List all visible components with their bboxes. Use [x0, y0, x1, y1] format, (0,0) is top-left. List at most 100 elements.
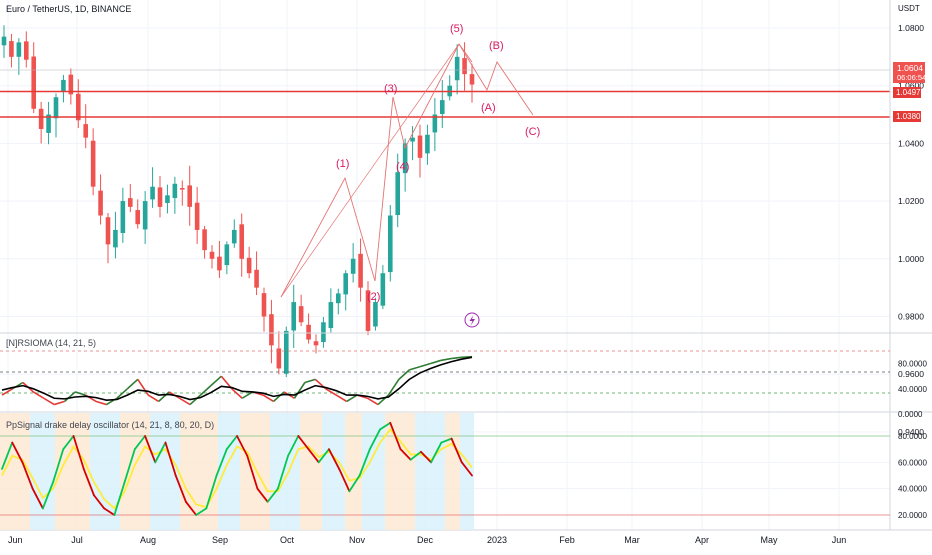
candle-body: [432, 114, 438, 133]
candle-body: [16, 42, 22, 57]
oscillator-band: [150, 413, 180, 530]
price-tick-label: 1.0600: [898, 81, 924, 91]
rsioma-fast-line: [210, 375, 222, 387]
svg-text:1.0497: 1.0497: [896, 88, 921, 97]
rsioma-slow-line: [1, 356, 473, 401]
oscillator-background-bands: [0, 413, 474, 530]
rsioma-fast-line: [43, 397, 55, 406]
candle-body: [172, 183, 178, 199]
oscillator-line: [144, 435, 157, 464]
candle-body: [358, 253, 363, 288]
wave-channel[interactable]: [280, 43, 460, 298]
oscillator-line: [11, 441, 24, 464]
rsioma-fast-line: [116, 388, 128, 399]
oscillator-line: [460, 461, 473, 477]
oscillator-line: [297, 435, 310, 451]
rsioma-fast-line: [367, 397, 379, 406]
oscillator-line: [450, 437, 463, 464]
oscillator-line: [174, 474, 187, 503]
candle-body: [98, 190, 103, 216]
oscillator-line: [52, 448, 65, 483]
price-tick-label: 1.0400: [898, 138, 924, 148]
oscillator-line: [215, 448, 228, 477]
oscillator-line: [72, 435, 85, 470]
rsioma-fast-line: [262, 394, 274, 403]
oscillator-title[interactable]: PpSignal drake delay oscillator (14, 21,…: [6, 420, 214, 430]
price-tick-label: 1.0200: [898, 196, 924, 206]
price-tick-label: 0.9400: [898, 427, 924, 437]
oscillator-line: [338, 468, 351, 493]
oscillator-band: [180, 413, 218, 530]
oscillator-line: [113, 481, 126, 516]
candle-body: [380, 273, 386, 306]
candle-body: [53, 97, 59, 119]
candle-body: [439, 100, 445, 115]
rsioma-fast-line: [126, 378, 139, 390]
candle-body: [202, 229, 207, 251]
candle-body: [217, 256, 222, 271]
oscillator-line: [246, 454, 259, 490]
rsioma-fast-line: [409, 365, 421, 371]
candle-body: [194, 202, 200, 230]
candle-body: [165, 195, 170, 203]
price-tick-label: 1.0800: [898, 23, 924, 33]
rsioma-fast-line: [189, 394, 201, 406]
time-axis[interactable]: Jun Jul Aug Sep Oct Nov Dec 2023 Feb Mar Apr May Jun: [8, 535, 846, 545]
rsioma-tick-label: 40.0000: [898, 385, 927, 394]
candle-body: [120, 201, 126, 233]
elliott-wave-correction[interactable]: [458, 43, 534, 116]
oscillator-line: [358, 448, 371, 477]
rsioma-fast-line: [158, 391, 170, 402]
price-tick-label: 0.9600: [898, 369, 924, 379]
rsioma-fast-line: [419, 362, 431, 368]
rsioma-title[interactable]: [N]RSIOMA (14, 21, 5): [6, 338, 96, 348]
candle-body: [142, 201, 148, 230]
candle-body: [150, 186, 155, 200]
candle-body: [9, 41, 14, 57]
rsioma-fast-line: [346, 394, 358, 403]
oscillator-band: [362, 413, 385, 530]
oscillator-band: [460, 413, 474, 530]
oscillator-line: [185, 500, 198, 516]
candle-body: [246, 257, 252, 274]
symbol-title: Euro / TetherUS, 1D, BINANCE: [6, 4, 131, 14]
time-tick-label: Nov: [349, 535, 366, 545]
time-tick-label: Aug: [140, 535, 156, 545]
time-tick-label: Feb: [559, 535, 575, 545]
time-tick-label: Jun: [8, 535, 23, 545]
oscillator-line: [409, 450, 422, 461]
oscillator-line: [328, 448, 341, 470]
candle-body: [83, 124, 89, 138]
candle-body: [224, 244, 230, 266]
oscillator-line: [1, 441, 14, 470]
oscillator-line: [287, 435, 300, 457]
rsioma-tick-label: 0.0000: [898, 410, 923, 419]
time-tick-label: 2023: [487, 535, 507, 545]
oscillator-line: [41, 481, 54, 510]
candle-body: [469, 74, 475, 85]
svg-text:1.0604: 1.0604: [897, 63, 923, 73]
rsioma-fast-line: [304, 378, 316, 384]
candle-body: [179, 188, 185, 190]
oscillator-line: [31, 487, 44, 510]
oscillator-band: [240, 413, 270, 530]
candle-body: [1, 36, 7, 46]
oscillator-band: [300, 413, 322, 530]
candle-body: [157, 187, 163, 207]
oscillator-line: [420, 450, 433, 464]
oscillator-line: [379, 421, 392, 431]
wave-label-1: (1): [336, 158, 349, 170]
candle-body: [254, 269, 259, 288]
candle-body: [90, 140, 96, 187]
rsioma-fast-line: [335, 394, 348, 403]
candle-body: [313, 341, 319, 346]
candle-body: [402, 143, 408, 174]
lightning-event-icon[interactable]: [464, 312, 480, 328]
candle-body: [298, 306, 304, 323]
price-axis[interactable]: 1.0800 1.0600 1.0400 1.0200 1.0000 0.9800 0.96…: [898, 23, 924, 437]
oscillator-line: [440, 437, 453, 444]
oscillator-line: [133, 435, 146, 451]
time-tick-label: Jul: [71, 535, 83, 545]
